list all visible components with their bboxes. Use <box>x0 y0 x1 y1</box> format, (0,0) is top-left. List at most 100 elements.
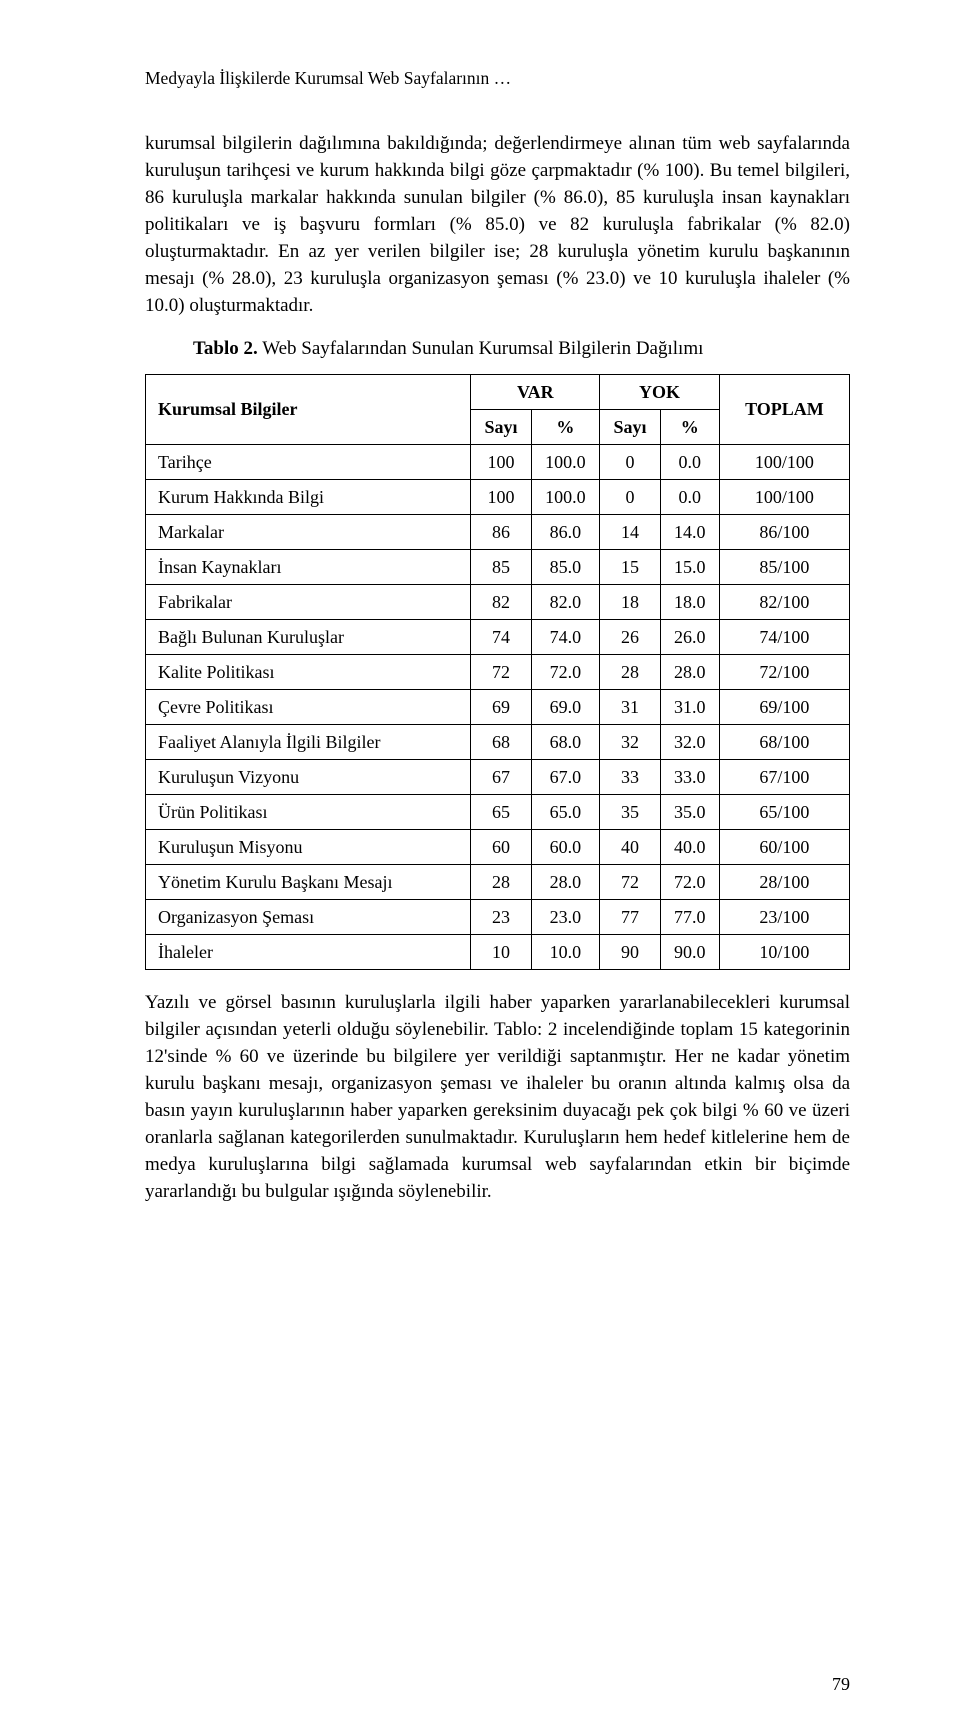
cell-toplam: 100/100 <box>719 444 849 479</box>
cell-yok-sayi: 40 <box>600 829 661 864</box>
header-yok-pct: % <box>660 409 719 444</box>
cell-yok-sayi: 28 <box>600 654 661 689</box>
cell-var-pct: 100.0 <box>531 479 600 514</box>
cell-yok-pct: 40.0 <box>660 829 719 864</box>
cell-var-sayi: 23 <box>471 899 531 934</box>
cell-yok-sayi: 35 <box>600 794 661 829</box>
running-head: Medyayla İlişkilerde Kurumsal Web Sayfal… <box>145 68 850 89</box>
header-yok-sayi: Sayı <box>600 409 661 444</box>
cell-yok-pct: 14.0 <box>660 514 719 549</box>
cell-var-pct: 68.0 <box>531 724 600 759</box>
cell-var-sayi: 67 <box>471 759 531 794</box>
table-row: Çevre Politikası6969.03131.069/100 <box>146 689 850 724</box>
cell-label: Organizasyon Şeması <box>146 899 471 934</box>
cell-toplam: 100/100 <box>719 479 849 514</box>
cell-yok-sayi: 32 <box>600 724 661 759</box>
table-caption-label: Tablo 2. <box>193 338 258 359</box>
table-row: Yönetim Kurulu Başkanı Mesajı2828.07272.… <box>146 864 850 899</box>
cell-var-sayi: 100 <box>471 479 531 514</box>
cell-yok-pct: 33.0 <box>660 759 719 794</box>
cell-yok-pct: 72.0 <box>660 864 719 899</box>
paragraph-1: kurumsal bilgilerin dağılımına bakıldığı… <box>145 131 850 320</box>
cell-var-sayi: 69 <box>471 689 531 724</box>
cell-toplam: 28/100 <box>719 864 849 899</box>
table-caption-text: Web Sayfalarından Sunulan Kurumsal Bilgi… <box>258 338 704 359</box>
cell-toplam: 86/100 <box>719 514 849 549</box>
cell-label: Çevre Politikası <box>146 689 471 724</box>
cell-yok-sayi: 90 <box>600 934 661 969</box>
cell-var-pct: 10.0 <box>531 934 600 969</box>
cell-var-pct: 60.0 <box>531 829 600 864</box>
cell-label: Markalar <box>146 514 471 549</box>
cell-yok-sayi: 0 <box>600 479 661 514</box>
paragraph-2: Yazılı ve görsel basının kuruluşlarla il… <box>145 990 850 1206</box>
page-container: Medyayla İlişkilerde Kurumsal Web Sayfal… <box>0 0 960 1735</box>
cell-var-sayi: 10 <box>471 934 531 969</box>
cell-yok-pct: 77.0 <box>660 899 719 934</box>
cell-var-pct: 86.0 <box>531 514 600 549</box>
cell-label: Kuruluşun Misyonu <box>146 829 471 864</box>
table-caption: Tablo 2. Web Sayfalarından Sunulan Kurum… <box>145 338 850 360</box>
cell-label: Tarihçe <box>146 444 471 479</box>
cell-var-pct: 74.0 <box>531 619 600 654</box>
table-row: Kuruluşun Vizyonu6767.03333.067/100 <box>146 759 850 794</box>
header-yok: YOK <box>600 374 720 409</box>
cell-yok-pct: 0.0 <box>660 444 719 479</box>
cell-var-pct: 65.0 <box>531 794 600 829</box>
cell-var-pct: 72.0 <box>531 654 600 689</box>
cell-label: Kalite Politikası <box>146 654 471 689</box>
cell-yok-sayi: 14 <box>600 514 661 549</box>
cell-yok-sayi: 77 <box>600 899 661 934</box>
cell-label: Kurum Hakkında Bilgi <box>146 479 471 514</box>
cell-toplam: 72/100 <box>719 654 849 689</box>
cell-yok-sayi: 31 <box>600 689 661 724</box>
cell-yok-pct: 18.0 <box>660 584 719 619</box>
cell-yok-sayi: 26 <box>600 619 661 654</box>
cell-toplam: 10/100 <box>719 934 849 969</box>
cell-label: Fabrikalar <box>146 584 471 619</box>
cell-var-sayi: 86 <box>471 514 531 549</box>
cell-toplam: 69/100 <box>719 689 849 724</box>
cell-yok-pct: 35.0 <box>660 794 719 829</box>
cell-var-pct: 67.0 <box>531 759 600 794</box>
header-toplam: TOPLAM <box>719 374 849 444</box>
cell-var-sayi: 85 <box>471 549 531 584</box>
table-row: Kuruluşun Misyonu6060.04040.060/100 <box>146 829 850 864</box>
cell-var-sayi: 72 <box>471 654 531 689</box>
cell-label: Ürün Politikası <box>146 794 471 829</box>
table-row: İhaleler1010.09090.010/100 <box>146 934 850 969</box>
cell-label: Bağlı Bulunan Kuruluşlar <box>146 619 471 654</box>
cell-var-sayi: 74 <box>471 619 531 654</box>
cell-var-sayi: 100 <box>471 444 531 479</box>
cell-var-pct: 100.0 <box>531 444 600 479</box>
cell-toplam: 68/100 <box>719 724 849 759</box>
page-number: 79 <box>832 1674 850 1695</box>
cell-yok-pct: 15.0 <box>660 549 719 584</box>
cell-yok-sayi: 0 <box>600 444 661 479</box>
cell-yok-sayi: 15 <box>600 549 661 584</box>
table-row: İnsan Kaynakları8585.01515.085/100 <box>146 549 850 584</box>
cell-toplam: 67/100 <box>719 759 849 794</box>
table-row: Kurum Hakkında Bilgi100100.000.0100/100 <box>146 479 850 514</box>
header-row-label: Kurumsal Bilgiler <box>146 374 471 444</box>
cell-yok-pct: 28.0 <box>660 654 719 689</box>
cell-var-sayi: 68 <box>471 724 531 759</box>
header-var-pct: % <box>531 409 600 444</box>
cell-var-pct: 85.0 <box>531 549 600 584</box>
cell-yok-sayi: 72 <box>600 864 661 899</box>
table-row: Organizasyon Şeması2323.07777.023/100 <box>146 899 850 934</box>
table-row: Tarihçe100100.000.0100/100 <box>146 444 850 479</box>
cell-var-pct: 28.0 <box>531 864 600 899</box>
header-var: VAR <box>471 374 600 409</box>
cell-toplam: 82/100 <box>719 584 849 619</box>
cell-label: İnsan Kaynakları <box>146 549 471 584</box>
cell-var-sayi: 65 <box>471 794 531 829</box>
cell-label: Faaliyet Alanıyla İlgili Bilgiler <box>146 724 471 759</box>
cell-var-pct: 23.0 <box>531 899 600 934</box>
cell-var-sayi: 60 <box>471 829 531 864</box>
cell-label: İhaleler <box>146 934 471 969</box>
table-header-row-1: Kurumsal Bilgiler VAR YOK TOPLAM <box>146 374 850 409</box>
cell-toplam: 23/100 <box>719 899 849 934</box>
cell-label: Yönetim Kurulu Başkanı Mesajı <box>146 864 471 899</box>
table-row: Kalite Politikası7272.02828.072/100 <box>146 654 850 689</box>
